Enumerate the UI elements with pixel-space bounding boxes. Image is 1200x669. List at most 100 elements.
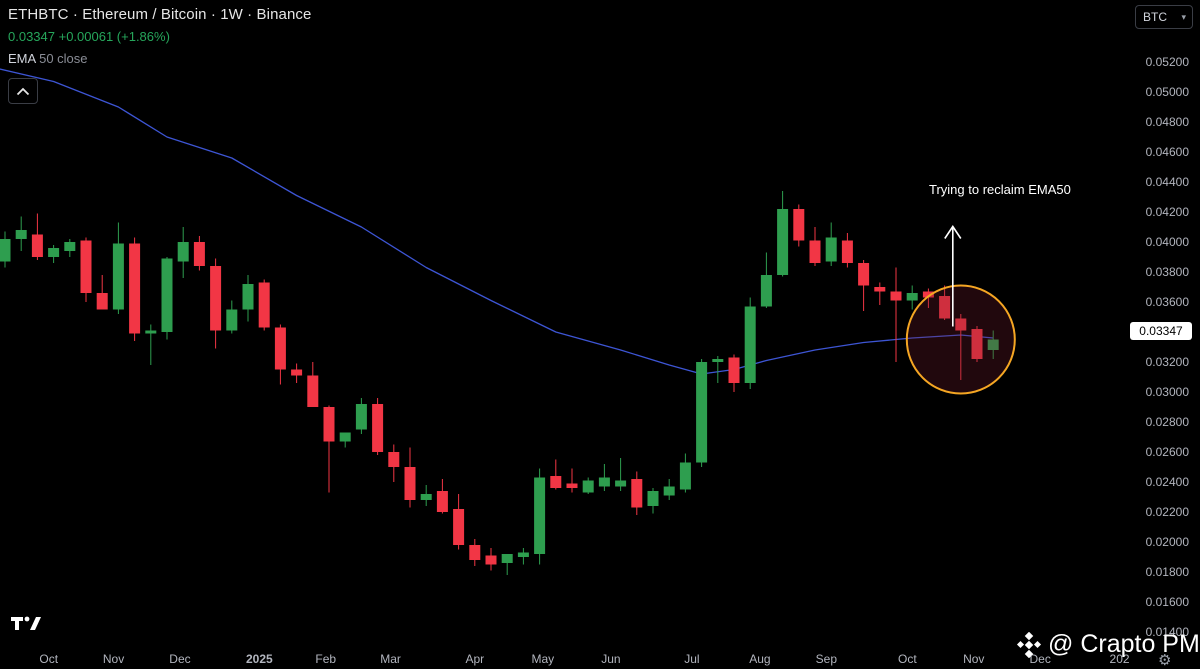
candle — [922, 288, 934, 308]
candle — [777, 191, 789, 277]
candle — [0, 231, 11, 268]
candle-body — [890, 291, 902, 301]
ema50-line — [0, 68, 994, 375]
candle-body — [809, 240, 821, 263]
chevron-up-icon — [16, 87, 30, 95]
candle-body — [420, 494, 432, 500]
candle-body — [355, 404, 367, 430]
currency-selector[interactable]: BTC ▾ — [1135, 5, 1193, 29]
candle-body — [31, 234, 43, 257]
candle-body — [760, 275, 772, 307]
candle — [161, 257, 173, 340]
candle-body — [939, 296, 951, 319]
candle — [31, 213, 43, 260]
last-price-tag: 0.03347 — [1130, 322, 1192, 340]
candle — [793, 204, 805, 247]
candle — [971, 326, 983, 362]
x-tick-label: Nov — [103, 652, 124, 666]
candle — [485, 548, 497, 571]
candle-body — [388, 452, 400, 467]
candle-body — [177, 242, 189, 262]
candle-body — [858, 263, 870, 286]
candle-body — [501, 554, 513, 563]
candle — [274, 324, 286, 385]
candle-body — [598, 477, 610, 487]
candle-body — [226, 309, 238, 331]
candle — [226, 300, 238, 334]
candle — [339, 432, 351, 448]
x-tick-label: Nov — [963, 652, 984, 666]
ema-layer — [0, 68, 994, 375]
chart-header: ETHBTC · Ethereum / Bitcoin · 1W · Binan… — [8, 6, 311, 66]
candle-body — [129, 243, 141, 334]
gear-icon[interactable]: ⚙ — [1158, 652, 1172, 669]
y-tick-label: 0.03800 — [1146, 265, 1190, 279]
candle-body — [436, 491, 448, 512]
candle — [615, 458, 627, 491]
candle-body — [48, 248, 60, 257]
candle — [566, 468, 578, 493]
symbol-title[interactable]: ETHBTC · Ethereum / Bitcoin · 1W · Binan… — [8, 6, 312, 23]
candle — [744, 297, 756, 389]
candle-body — [145, 330, 157, 334]
time-axis[interactable]: Oct Nov Dec 2025 Feb Mar Apr May Jun Jul Aug Sep Oct… — [39, 652, 1129, 666]
indicator-legend[interactable]: EMA 50 close — [8, 51, 311, 66]
annotation-text: Trying to reclaim EMA50 — [929, 182, 1071, 197]
candle — [112, 222, 124, 314]
candle-body — [0, 239, 11, 262]
candle-body — [728, 357, 740, 383]
x-tick-label: Dec — [169, 652, 190, 666]
candle-body — [663, 486, 675, 496]
x-tick-label: Aug — [749, 652, 770, 666]
candle — [372, 398, 384, 455]
x-tick-label: 2025 — [246, 652, 273, 666]
candle — [307, 362, 319, 407]
x-tick-label: Sep — [816, 652, 838, 666]
collapse-legend-button[interactable] — [8, 78, 38, 104]
price-quote: 0.03347 +0.00061 (+1.86%) — [8, 29, 170, 44]
candle-body — [534, 477, 546, 554]
tradingview-logo-icon[interactable] — [10, 614, 44, 637]
x-tick-label: Apr — [465, 652, 484, 666]
x-tick-label: May — [532, 652, 555, 666]
x-tick-label: Feb — [315, 652, 336, 666]
candle-body — [679, 462, 691, 490]
candle — [210, 258, 222, 349]
candle — [453, 494, 465, 550]
candle — [388, 444, 400, 482]
watermark: @ Crapto PM — [1016, 630, 1200, 659]
candle — [420, 485, 432, 506]
y-tick-label: 0.02800 — [1146, 415, 1190, 429]
indicator-name: EMA — [8, 51, 36, 66]
candle-body — [922, 291, 934, 298]
x-tick-label: 202 — [1110, 652, 1130, 666]
candle-body — [323, 407, 335, 442]
candle-body — [631, 479, 643, 508]
price-axis[interactable]: 0.05200 0.05000 0.04800 0.04600 0.04400 0.042… — [1146, 55, 1190, 639]
candle — [404, 447, 416, 508]
candle — [355, 398, 367, 434]
candle — [323, 405, 335, 493]
y-tick-label: 0.04600 — [1146, 145, 1190, 159]
candle — [712, 356, 724, 383]
candle — [663, 479, 675, 500]
candle — [48, 245, 60, 263]
candle-body — [712, 359, 724, 362]
candle — [501, 554, 513, 575]
candle — [517, 548, 529, 565]
y-tick-label: 0.04400 — [1146, 175, 1190, 189]
candle-body — [874, 287, 886, 292]
candle — [809, 227, 821, 266]
candle — [258, 279, 270, 331]
candle-body — [744, 306, 756, 383]
candle-body — [777, 209, 789, 275]
candle — [582, 477, 594, 494]
candle — [890, 267, 902, 362]
currency-label: BTC — [1143, 10, 1167, 24]
annotation-layer — [905, 225, 1016, 395]
candle — [242, 275, 254, 322]
watermark-text: @ Crapto PM — [1048, 630, 1200, 658]
candle — [679, 453, 691, 493]
candle — [598, 464, 610, 491]
